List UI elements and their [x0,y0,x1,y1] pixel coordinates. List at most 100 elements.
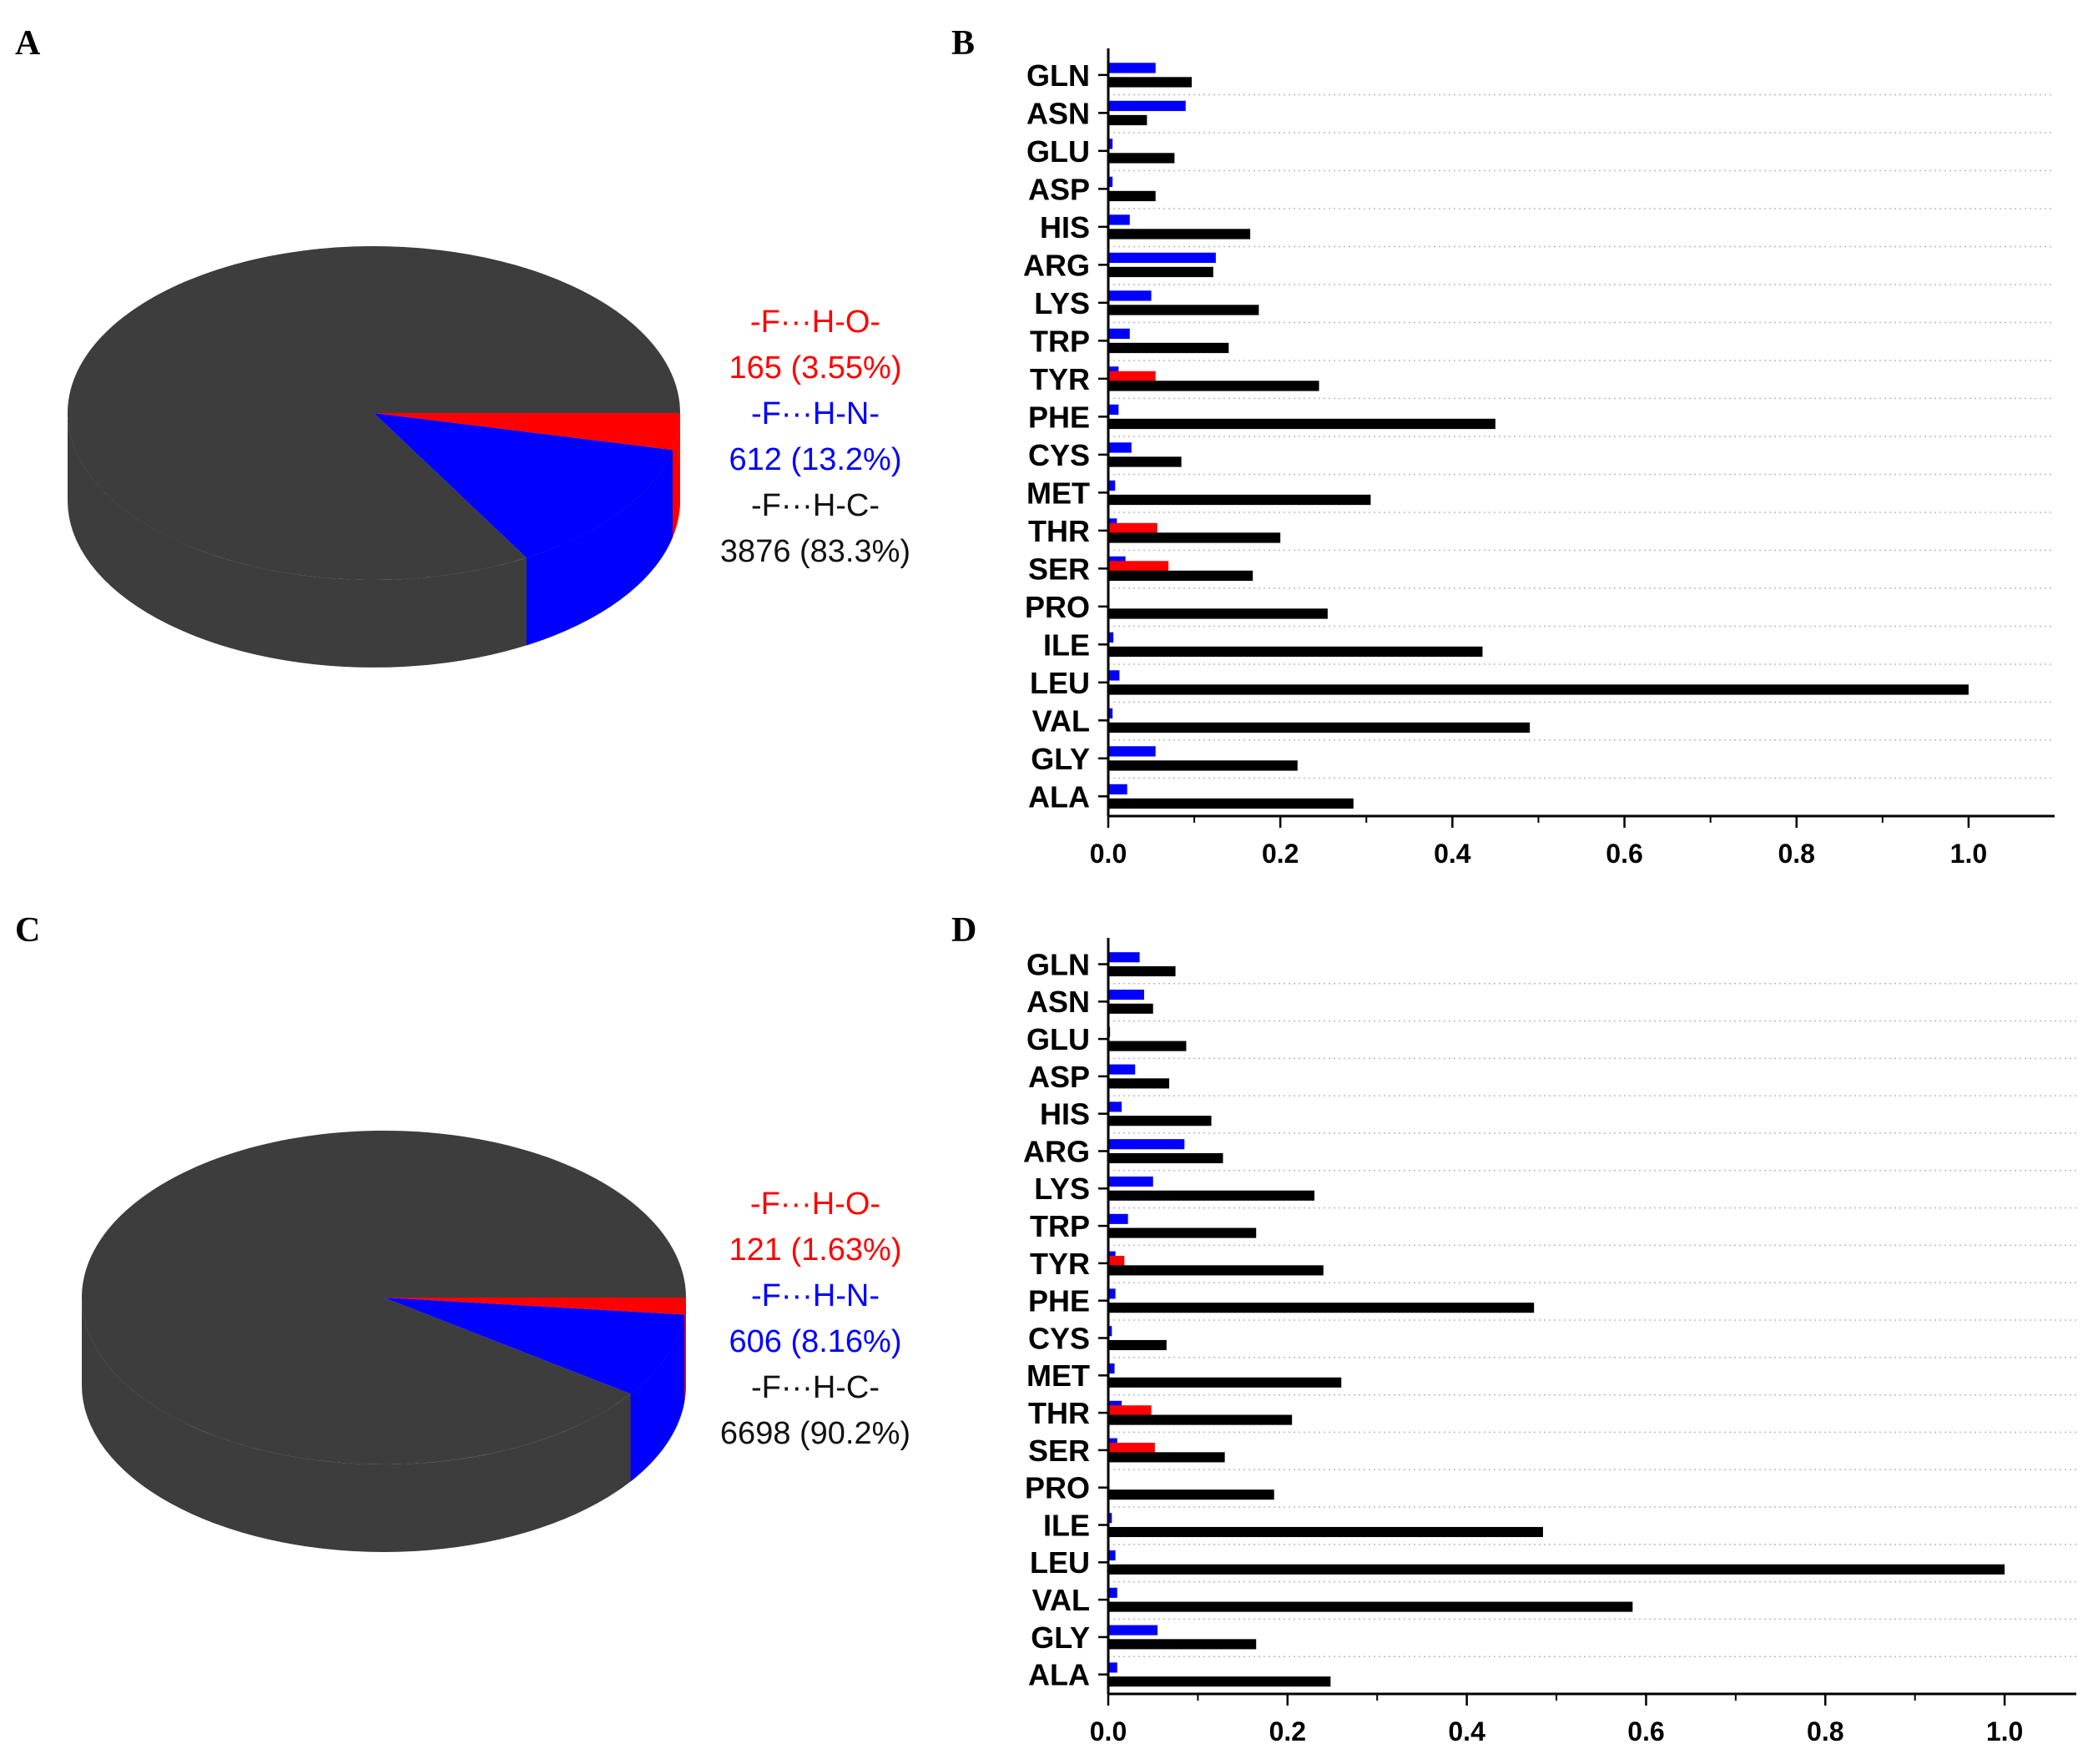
bar-hc-pro [1108,1489,1274,1500]
pie-side-hn [630,1314,685,1482]
category-label-his: HIS [1040,1097,1090,1131]
bar-ho-ser [1108,561,1169,572]
bar-hn-phe [1108,1288,1116,1299]
category-label-gln: GLN [1026,58,1090,93]
bar-hc-his [1108,1116,1212,1126]
category-label-lys: LYS [1034,286,1090,320]
bar-ho-thr [1108,522,1158,534]
legend-label-hn: -F···H-N- [751,1278,880,1313]
category-label-trp: TRP [1030,324,1090,358]
x-tick-label: 0.4 [1434,839,1471,869]
bar-ho-ser [1108,1443,1155,1454]
bar-hc-arg [1108,1152,1223,1164]
bar-hn-cys [1108,442,1132,453]
bar-hn-val [1108,708,1113,719]
bar-ho-tyr [1108,370,1156,382]
bar-hn-asp [1108,176,1113,188]
category-label-thr: THR [1028,514,1090,548]
bar-hn-trp [1108,328,1130,340]
x-tick-label: 0.2 [1269,1716,1306,1746]
bar-hc-ser [1108,570,1253,582]
pie-side-ho [684,1298,686,1403]
bar-hc-met [1108,494,1371,506]
bar-hn-his [1108,214,1130,225]
bar-hc-leu [1108,1564,2005,1575]
bar-hc-asp [1108,190,1156,202]
bar-hc-ala [1108,1676,1331,1687]
bar-hc-ile [1108,1526,1543,1538]
category-label-lys: LYS [1034,1172,1090,1206]
category-label-val: VAL [1032,1583,1090,1617]
bar-ho-thr [1108,1405,1152,1416]
x-tick-label: 1.0 [1950,839,1987,869]
bar-hc-gln [1108,77,1192,88]
category-label-gly: GLY [1031,742,1090,776]
legend-value-hn: 606 (8.16%) [729,1324,901,1359]
pie-slice-hc [67,245,680,580]
bar-hc-thr [1108,532,1281,543]
legend-label-hc: -F···H-C- [751,488,880,523]
bar-hc-asn [1108,114,1147,126]
bar-hn-glu [1108,139,1113,149]
legend-value-hn: 612 (13.2%) [729,442,901,477]
bar-hn-met [1108,1363,1115,1374]
x-tick-label: 0.6 [1606,839,1642,869]
bar-hn-his [1108,1101,1122,1112]
bar-hc-ala [1108,798,1354,809]
category-label-asn: ASN [1026,96,1090,130]
pie-side-hn [526,450,673,646]
category-label-asn: ASN [1026,985,1090,1019]
bar-hc-trp [1108,1227,1257,1238]
bar-hc-trp [1108,342,1229,354]
pie-chart-a: -F···H-O- 165 (3.55%) -F···H-N- 612 (13.2%)… [67,245,910,668]
x-tick-label: 0.2 [1262,839,1299,869]
legend-label-hn: -F···H-N- [751,396,880,431]
x-tick-label: 0.8 [1807,1716,1843,1746]
category-label-asp: ASP [1028,172,1090,206]
pie-slice-hn [384,1298,685,1394]
bar-hn-lys [1108,290,1152,301]
category-label-glu: GLU [1026,1022,1090,1056]
bar-hn-ala [1108,1662,1117,1673]
category-label-pro: PRO [1025,590,1090,624]
bar-hn-trp [1108,1213,1128,1224]
bar-ho-tyr [1108,1256,1125,1267]
bar-hc-asp [1108,1078,1170,1089]
bar-hc-glu [1108,1041,1187,1051]
x-tick-label: 0.8 [1778,839,1814,869]
pie-side-hc [82,1298,686,1552]
bar-hn-gly [1108,746,1156,757]
bar-hn-cys [1108,1326,1112,1337]
category-label-tyr: TYR [1030,1247,1090,1281]
bar-hc-cys [1108,1339,1167,1351]
bar-hc-tyr [1108,1265,1324,1276]
bar-hc-phe [1108,1303,1535,1313]
legend-value-ho: 165 (3.55%) [729,350,901,386]
category-label-met: MET [1026,476,1090,510]
category-label-met: MET [1026,1358,1090,1393]
bar-hc-ile [1108,646,1483,658]
pie-side-ho [672,413,680,538]
panel-d-letter: D [951,911,976,950]
category-label-ser: SER [1028,552,1090,586]
category-label-arg: ARG [1023,248,1090,282]
bar-hc-val [1108,1601,1633,1612]
bar-hc-ser [1108,1452,1225,1463]
x-tick-label: 0.0 [1090,839,1127,869]
x-tick-label: 1.0 [1986,1716,2023,1746]
bar-hc-pro [1108,608,1328,619]
category-label-leu: LEU [1030,1545,1090,1580]
category-label-glu: GLU [1026,134,1090,169]
bar-hn-ala [1108,784,1127,795]
bar-hn-phe [1108,404,1119,416]
category-label-cys: CYS [1028,1321,1090,1355]
category-label-val: VAL [1032,703,1090,738]
bar-hc-his [1108,229,1251,239]
bar-hc-cys [1108,456,1182,467]
bar-hn-arg [1108,1139,1185,1150]
bar-hn-gly [1108,1625,1158,1635]
category-label-thr: THR [1028,1396,1090,1430]
